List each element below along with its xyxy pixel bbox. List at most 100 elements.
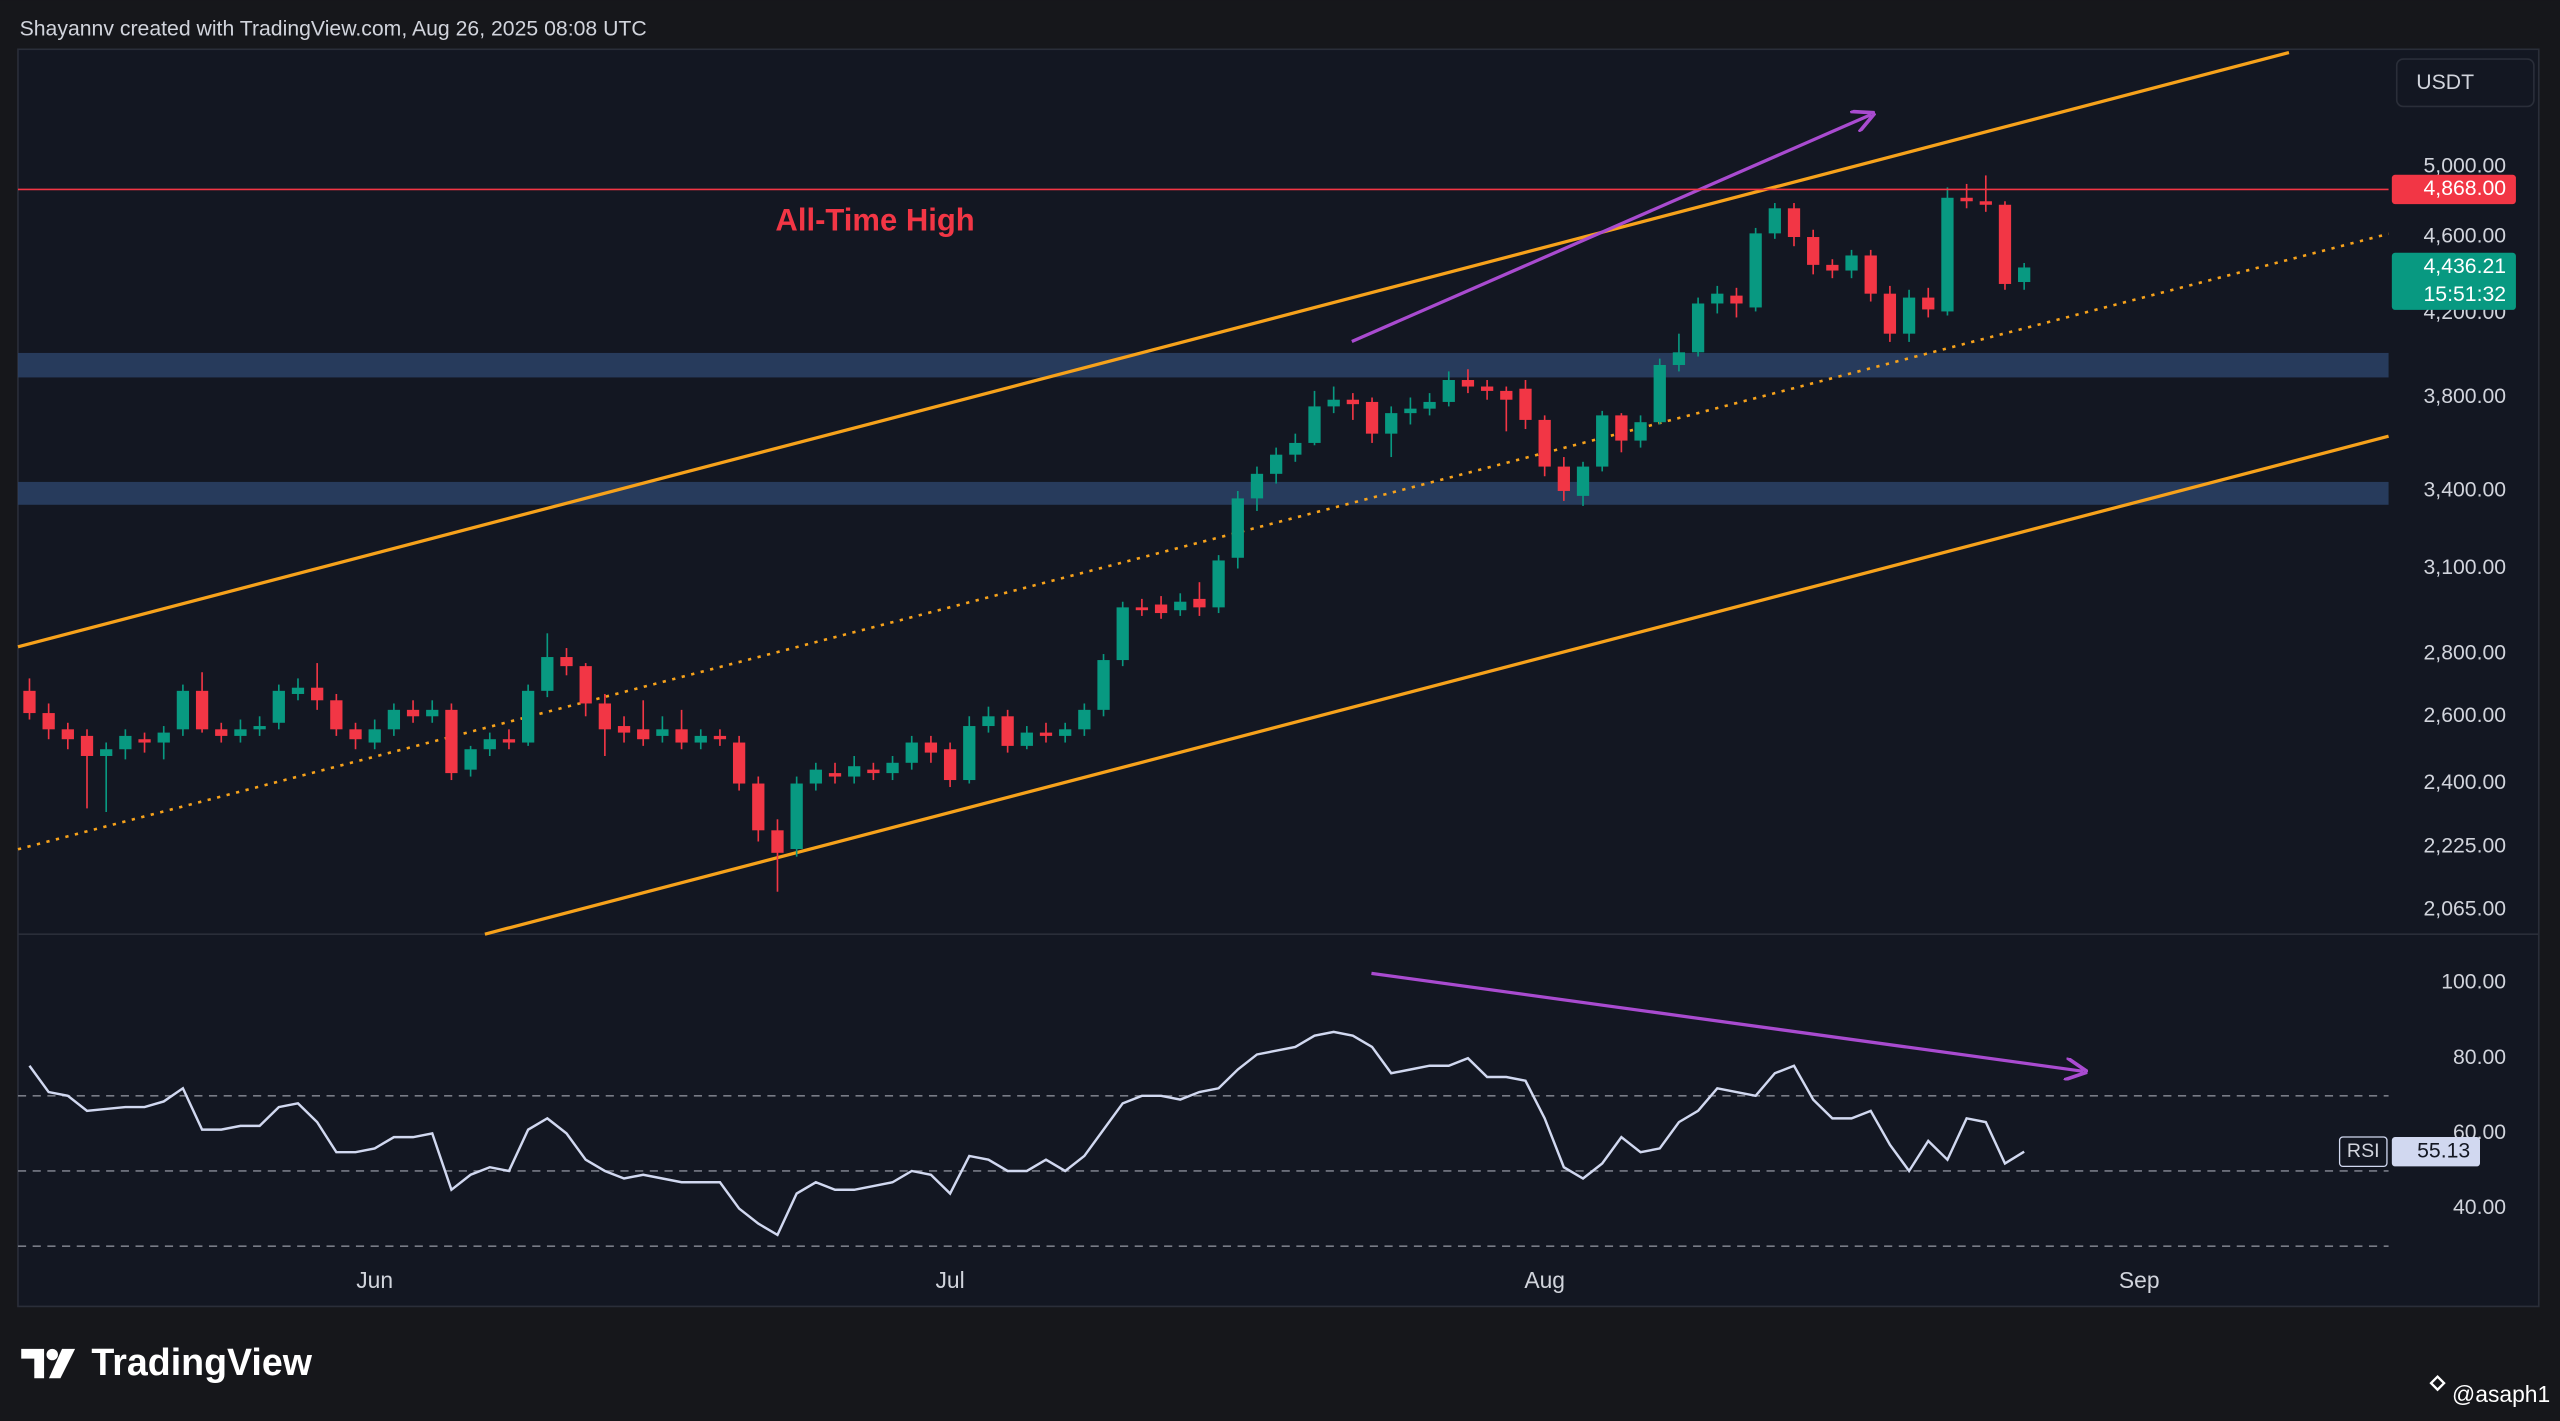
candle-body (1807, 237, 1820, 265)
candle-body (1193, 598, 1206, 608)
candle-body (483, 739, 496, 750)
candle-body (1078, 709, 1091, 730)
candle-body (1691, 303, 1705, 353)
candle-body (1154, 604, 1168, 614)
candle-body (330, 700, 343, 730)
series-value-box (2391, 1137, 2480, 1167)
candle-body (1768, 208, 1781, 234)
candle-body (1442, 380, 1455, 402)
candle-body (905, 742, 918, 763)
candle-body (100, 749, 113, 756)
y-tick-label: 100.00 (2441, 971, 2506, 994)
candle-body (598, 703, 611, 730)
candle-body (1596, 415, 1609, 467)
candle-body (1365, 401, 1379, 434)
y-tick-label: 3,100.00 (2424, 556, 2507, 579)
brand-name: TradingView (91, 1341, 312, 1383)
candle-body (349, 729, 362, 740)
x-tick-label: Sep (2119, 1267, 2160, 1293)
candle-body (1960, 197, 1973, 202)
candle-body (617, 726, 631, 733)
rsi-arrow (1371, 971, 2083, 1071)
candle-body (1404, 408, 1417, 414)
candle-body (541, 657, 554, 691)
brand-logo (21, 1348, 76, 1379)
candle-body (42, 713, 55, 730)
candle-body (1979, 201, 1992, 205)
candle-body (1174, 601, 1187, 611)
candle-body (445, 709, 458, 774)
currency-button[interactable] (2395, 58, 2535, 108)
candle-body (119, 735, 132, 750)
candle-body (1787, 208, 1801, 238)
y-tick-label: 3,400.00 (2424, 479, 2507, 502)
candle-body (963, 726, 976, 781)
candle-body (215, 729, 228, 736)
candle-body (1845, 255, 1858, 271)
candle-body (732, 742, 746, 784)
candle-body (272, 690, 285, 723)
support-zone (17, 481, 2389, 505)
candle-body (809, 769, 822, 784)
candle-body (637, 729, 650, 740)
candle-body (943, 749, 957, 781)
candle-body (1270, 454, 1283, 474)
chart-pane (17, 48, 2540, 1308)
candle-body (1461, 380, 1475, 387)
candle-body (1538, 419, 1551, 467)
candle-body (656, 729, 669, 736)
candle-body (1250, 473, 1264, 499)
candle-body (138, 739, 151, 743)
annotation: All-Time High (775, 203, 974, 238)
candle-body (1749, 233, 1762, 308)
candle-body (1039, 732, 1053, 736)
series-value: 55.13 (2417, 1139, 2470, 1162)
candle-body (1327, 399, 1340, 407)
candle-body (195, 690, 209, 730)
candle-body (1557, 466, 1570, 491)
y-tick-label: 2,065.00 (2424, 897, 2507, 920)
candle-body (828, 773, 842, 777)
candle-body (1231, 498, 1244, 558)
candle-body (426, 709, 439, 717)
candle-body (502, 739, 516, 743)
candle-body (867, 769, 880, 774)
candle-body (61, 729, 74, 740)
candle-body (694, 735, 707, 743)
candle-body (1902, 297, 1916, 334)
y-tick-label: 2,225.00 (2424, 835, 2507, 858)
candle-body (771, 830, 784, 853)
candle-body (1653, 364, 1666, 423)
header-caption: Shayannv created with TradingView.com, A… (20, 17, 647, 40)
candle-body (406, 709, 420, 717)
candle-body (1500, 390, 1513, 400)
candle-body (464, 749, 477, 770)
candle-body (1020, 732, 1033, 746)
currency-label[interactable]: USDT (2416, 71, 2474, 94)
candle-body (1730, 295, 1743, 304)
candle-body (924, 742, 938, 753)
y-tick-label: 3,800.00 (2424, 385, 2507, 408)
series-name: RSI (2347, 1140, 2380, 1162)
y-tick-label: 2,600.00 (2424, 704, 2507, 727)
candle-body (1385, 413, 1398, 434)
candle-body (157, 732, 170, 743)
candle-body (790, 783, 803, 850)
candle-body (1864, 255, 1877, 294)
candle-body (1941, 197, 1954, 312)
price-arrow (1351, 115, 1871, 344)
candle-body (1212, 560, 1225, 608)
candle-body (1634, 422, 1647, 441)
candle-body (886, 762, 899, 774)
candle-body (560, 657, 573, 667)
candle-body (522, 690, 535, 743)
channel-lower (484, 434, 2389, 936)
candle-body (1615, 415, 1628, 441)
last-price-label: 4,436.21 (2424, 255, 2507, 278)
ath-price-label: 4,868.00 (2424, 177, 2507, 200)
candle-body (1289, 442, 1302, 455)
candle-body (80, 735, 94, 756)
last-price-box (2391, 252, 2516, 310)
